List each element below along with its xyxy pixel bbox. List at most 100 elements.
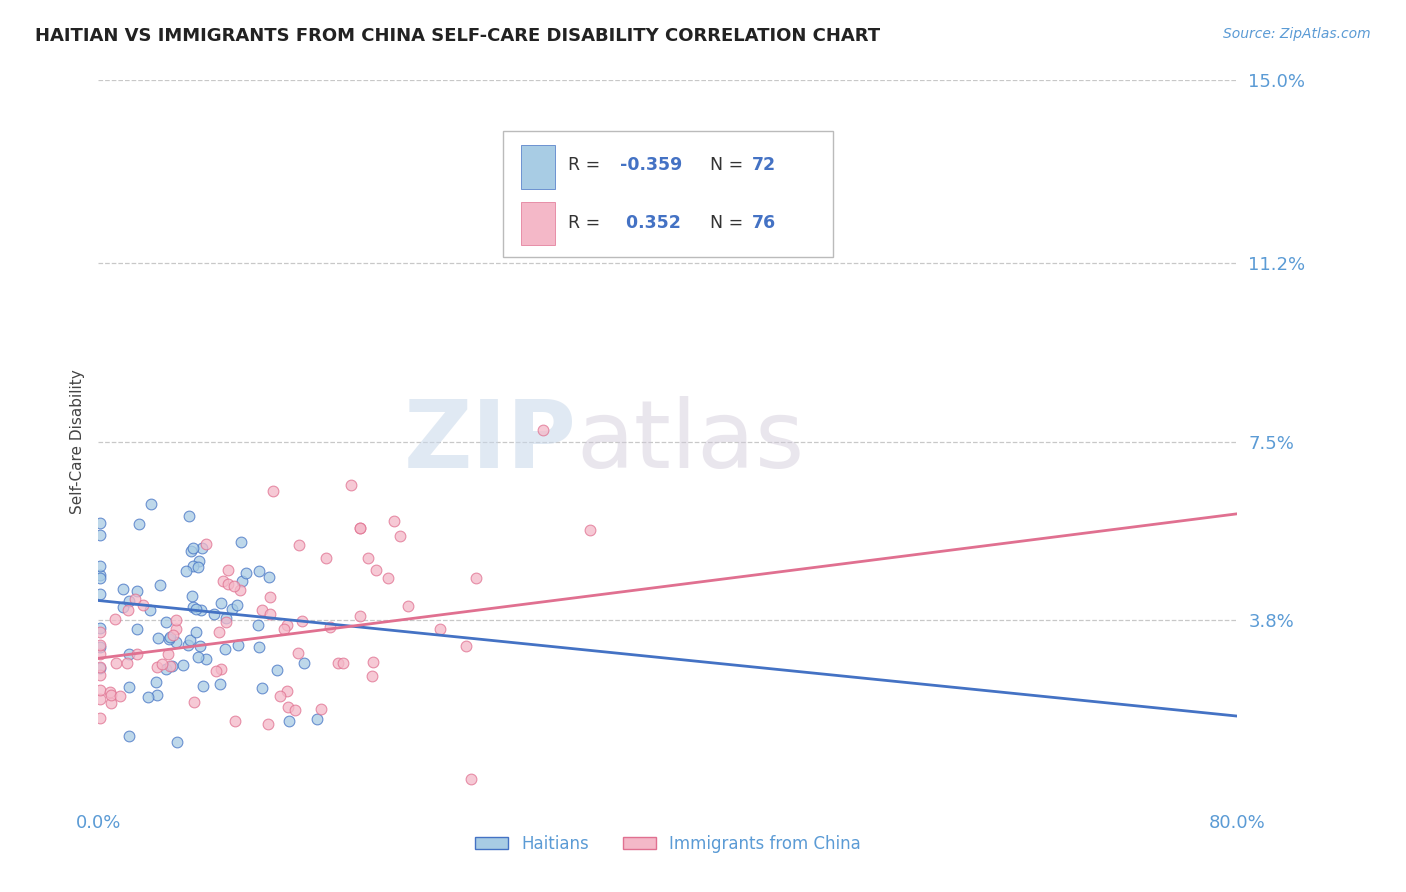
Point <box>215 611 238 625</box>
Point <box>460 772 482 786</box>
Point <box>177 638 200 652</box>
Point <box>89 682 111 697</box>
Point <box>456 640 478 654</box>
Point <box>148 631 170 645</box>
Point <box>165 634 187 648</box>
Point <box>396 599 419 614</box>
FancyBboxPatch shape <box>522 145 555 189</box>
Point <box>112 582 135 596</box>
Point <box>191 541 214 555</box>
Point <box>326 656 349 670</box>
Point <box>349 521 371 535</box>
Point <box>183 695 205 709</box>
Point <box>187 650 209 665</box>
Point <box>231 574 253 589</box>
Point <box>127 647 149 661</box>
Point <box>188 554 211 568</box>
Legend: Haitians, Immigrants from China: Haitians, Immigrants from China <box>468 828 868 860</box>
Point <box>259 570 281 584</box>
Point <box>139 603 162 617</box>
Point <box>191 679 214 693</box>
Point <box>269 689 291 703</box>
Point <box>89 639 111 653</box>
Text: HAITIAN VS IMMIGRANTS FROM CHINA SELF-CARE DISABILITY CORRELATION CHART: HAITIAN VS IMMIGRANTS FROM CHINA SELF-CA… <box>35 27 880 45</box>
Point <box>165 613 187 627</box>
Text: 0.352: 0.352 <box>620 214 681 232</box>
Point <box>222 579 245 593</box>
Point <box>89 660 111 674</box>
Point <box>277 714 299 729</box>
Point <box>181 541 204 556</box>
Point <box>186 602 208 616</box>
Y-axis label: Self-Care Disability: Self-Care Disability <box>69 369 84 514</box>
Point <box>235 566 257 580</box>
Point <box>98 685 121 699</box>
Point <box>174 564 197 578</box>
Point <box>118 680 141 694</box>
Point <box>361 669 384 683</box>
Point <box>226 598 249 612</box>
Point <box>364 563 387 577</box>
Point <box>266 663 288 677</box>
Point <box>292 656 315 670</box>
Point <box>259 591 281 605</box>
Point <box>349 608 371 623</box>
Point <box>257 716 280 731</box>
Point <box>224 714 246 728</box>
Point <box>177 509 200 524</box>
Point <box>145 674 167 689</box>
Point <box>104 657 127 671</box>
Point <box>89 710 111 724</box>
Point <box>226 638 249 652</box>
Point <box>361 655 384 669</box>
Point <box>208 677 231 691</box>
Point <box>139 497 162 511</box>
Point <box>146 659 169 673</box>
Point <box>195 652 218 666</box>
Point <box>89 647 111 661</box>
Point <box>228 582 250 597</box>
Point <box>229 535 252 549</box>
Point <box>149 578 172 592</box>
Point <box>202 607 225 621</box>
Point <box>247 564 270 578</box>
Point <box>319 620 342 634</box>
Point <box>209 662 232 676</box>
Point <box>89 667 111 681</box>
Point <box>128 517 150 532</box>
Point <box>124 592 146 607</box>
Point <box>159 658 181 673</box>
Point <box>89 640 111 655</box>
Point <box>156 647 179 661</box>
Point <box>89 571 111 585</box>
Point <box>162 627 184 641</box>
Text: 72: 72 <box>752 156 776 174</box>
Point <box>315 551 337 566</box>
Point <box>429 622 451 636</box>
Point <box>276 618 298 632</box>
Point <box>179 633 201 648</box>
Point <box>187 560 209 574</box>
Point <box>136 690 159 704</box>
Point <box>205 665 228 679</box>
Point <box>155 615 177 630</box>
Point <box>112 599 135 614</box>
Text: 76: 76 <box>752 214 776 232</box>
Point <box>291 615 314 629</box>
Point <box>181 590 204 604</box>
Point <box>578 523 600 537</box>
Point <box>155 661 177 675</box>
Point <box>166 735 188 749</box>
Point <box>307 712 329 726</box>
Point <box>180 544 202 558</box>
Text: N =: N = <box>699 156 748 174</box>
Point <box>247 618 270 632</box>
Point <box>145 688 167 702</box>
Text: N =: N = <box>699 214 748 232</box>
Point <box>531 423 554 437</box>
Point <box>157 632 180 647</box>
Point <box>557 160 579 174</box>
Point <box>340 477 363 491</box>
Point <box>195 537 218 551</box>
Point <box>309 702 332 716</box>
